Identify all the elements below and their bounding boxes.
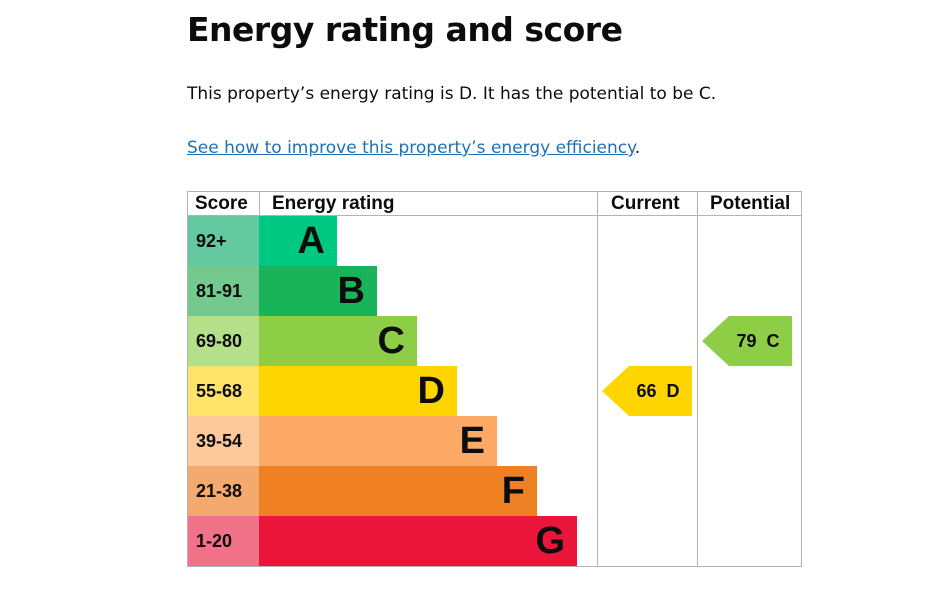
potential-score: 79 xyxy=(736,330,757,351)
page-title: Energy rating and score xyxy=(187,10,623,49)
score-cell-d: 55-68 xyxy=(188,366,259,416)
rating-letter: D xyxy=(417,370,445,412)
link-suffix: . xyxy=(634,138,641,158)
score-cell-c: 69-80 xyxy=(188,316,259,366)
column-divider xyxy=(697,191,698,567)
rating-bar-a: A xyxy=(259,216,337,266)
rating-letter: C xyxy=(377,320,405,362)
current-score: 66 xyxy=(636,380,657,401)
rating-letter: G xyxy=(535,520,565,562)
rating-bar-b: B xyxy=(259,266,377,316)
rating-letter: E xyxy=(459,420,485,462)
header-current: Current xyxy=(611,193,680,214)
header-divider xyxy=(187,215,802,216)
rating-letter: B xyxy=(337,270,365,312)
header-score: Score xyxy=(195,193,248,214)
score-cell-g: 1-20 xyxy=(188,516,259,566)
rating-bar-d: D xyxy=(259,366,457,416)
chart-border xyxy=(187,191,802,567)
score-cell-b: 81-91 xyxy=(188,266,259,316)
rating-bar-c: C xyxy=(259,316,417,366)
column-divider xyxy=(597,191,598,567)
header-potential: Potential xyxy=(710,193,791,214)
rating-bar-e: E xyxy=(259,416,497,466)
potential-letter: C xyxy=(766,330,780,351)
rating-bar-f: F xyxy=(259,466,537,516)
improve-efficiency-link[interactable]: See how to improve this property’s energ… xyxy=(187,138,635,158)
rating-letter: F xyxy=(501,470,525,512)
header-energy-rating: Energy rating xyxy=(272,193,395,214)
score-cell-e: 39-54 xyxy=(188,416,259,466)
score-cell-f: 21-38 xyxy=(188,466,259,516)
rating-bar-g: G xyxy=(259,516,577,566)
current-letter: D xyxy=(666,380,680,401)
rating-summary: This property’s energy rating is D. It h… xyxy=(187,84,717,104)
score-cell-a: 92+ xyxy=(188,216,259,266)
energy-rating-chart: Score Energy rating Current Potential 66… xyxy=(187,191,802,567)
rating-letter: A xyxy=(297,220,325,262)
improve-link-line: See how to improve this property’s energ… xyxy=(187,138,640,158)
